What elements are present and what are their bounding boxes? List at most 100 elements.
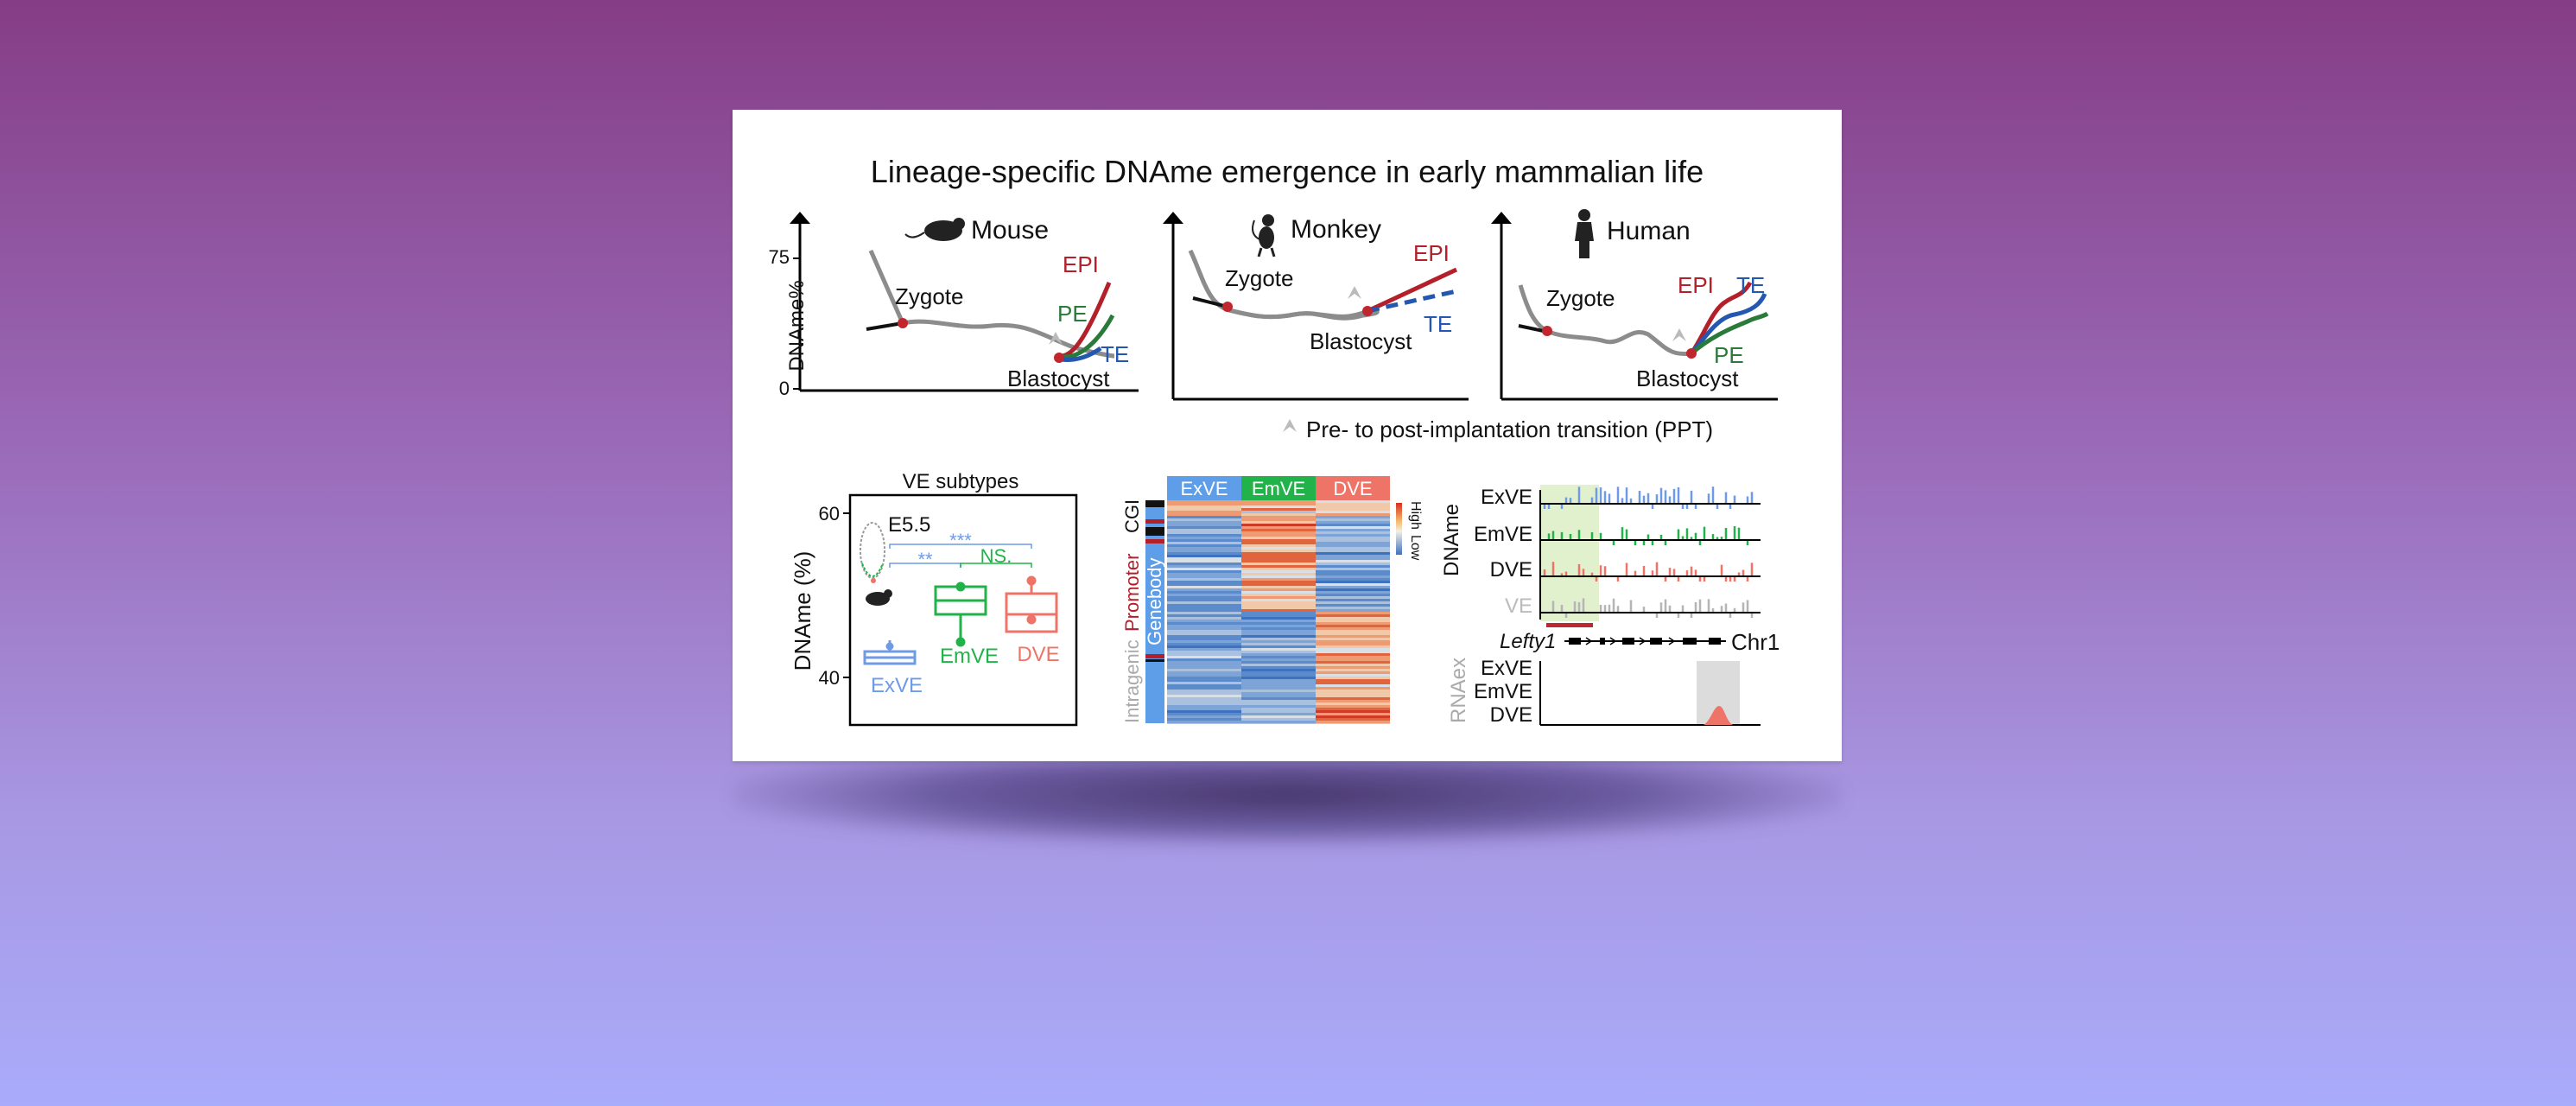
heatmap-cell bbox=[1241, 640, 1316, 644]
heatmap-cell bbox=[1241, 705, 1316, 709]
heatmap-cell bbox=[1167, 635, 1241, 639]
heatmap-cell bbox=[1316, 674, 1390, 677]
rna-row-dve: DVE bbox=[1490, 703, 1532, 727]
heatmap-cell bbox=[1316, 666, 1390, 670]
heatmap-cell bbox=[1167, 697, 1241, 701]
scale-low-label: Low bbox=[1408, 535, 1423, 561]
boxplot-ylabel: DNAme (%) bbox=[790, 551, 815, 671]
heatmap-cell bbox=[1316, 555, 1390, 558]
heatmap-cell bbox=[1316, 534, 1390, 537]
lefty1-region-bar bbox=[1546, 623, 1593, 627]
heatmap-cell bbox=[1241, 511, 1316, 514]
heatmap-row-promoter: Promoter bbox=[1121, 554, 1143, 632]
heatmap-cell bbox=[1316, 620, 1390, 623]
heatmap-cell bbox=[1167, 552, 1241, 556]
heatmap-cell bbox=[1316, 695, 1390, 698]
dve-rna-peak bbox=[1704, 706, 1733, 725]
heatmap-cell bbox=[1167, 674, 1241, 677]
heatmap-cell bbox=[1241, 607, 1316, 610]
heatmap-cell bbox=[1167, 684, 1241, 688]
heatmap-cell bbox=[1167, 594, 1241, 597]
mouse-epi-label: EPI bbox=[1063, 251, 1099, 277]
heatmap-cell bbox=[1167, 630, 1241, 633]
heatmap-cell bbox=[1167, 695, 1241, 698]
monkey-panel: Monkey Zygote Blastocyst EPI TE bbox=[1163, 212, 1469, 401]
heatmap-cell bbox=[1241, 697, 1316, 701]
heatmap-cell bbox=[1316, 625, 1390, 628]
heatmap-cell bbox=[1316, 557, 1390, 561]
box-dve bbox=[1005, 575, 1058, 633]
heatmap-cell bbox=[1241, 563, 1316, 566]
heatmap-cell bbox=[1241, 565, 1316, 569]
heatmap-col-dve: DVE bbox=[1333, 478, 1372, 499]
heatmap-cell bbox=[1241, 575, 1316, 579]
heatmap-cell bbox=[1316, 721, 1390, 724]
group-exve-label: ExVE bbox=[871, 674, 923, 697]
heatmap-cell bbox=[1167, 588, 1241, 592]
heatmap-cell bbox=[1167, 518, 1241, 522]
heatmap-cell bbox=[1167, 609, 1241, 613]
heatmap-cell bbox=[1167, 627, 1241, 631]
heatmap-cell bbox=[1167, 570, 1241, 574]
heatmap-cell bbox=[1316, 529, 1390, 532]
monkey-te-label: TE bbox=[1424, 311, 1452, 337]
heatmap-cell bbox=[1241, 570, 1316, 574]
heatmap-cell bbox=[1167, 682, 1241, 685]
heatmap-cell bbox=[1316, 617, 1390, 620]
heatmap-cell bbox=[1167, 614, 1241, 618]
species-mouse: Mouse bbox=[971, 216, 1049, 245]
heatmap-cell bbox=[1241, 591, 1316, 594]
heatmap-cell bbox=[1241, 708, 1316, 711]
heatmap-cell bbox=[1241, 651, 1316, 654]
species-human: Human bbox=[1607, 217, 1691, 245]
ppt-arrowhead-icon bbox=[1283, 419, 1297, 432]
heatmap-cell bbox=[1167, 575, 1241, 579]
human-epi-label: EPI bbox=[1678, 272, 1714, 298]
heatmap-cell bbox=[1241, 648, 1316, 652]
heatmap-cell bbox=[1316, 544, 1390, 548]
heatmap-cell bbox=[1316, 643, 1390, 646]
mouse-te-label: TE bbox=[1101, 341, 1129, 367]
ylabel-dname-pct: DNAme% bbox=[785, 280, 809, 371]
heatmap-cell bbox=[1316, 588, 1390, 592]
heatmap-cell bbox=[1241, 500, 1316, 504]
species-monkey: Monkey bbox=[1291, 215, 1381, 244]
monkey-zygote-label: Zygote bbox=[1225, 265, 1294, 291]
heatmap-cell bbox=[1316, 531, 1390, 535]
heatmap-cell bbox=[1316, 671, 1390, 675]
color-scale-bar bbox=[1396, 503, 1402, 555]
heatmap-cell bbox=[1241, 539, 1316, 543]
heatmap-cell bbox=[1167, 534, 1241, 537]
heatmap-cell bbox=[1167, 596, 1241, 600]
heatmap-cell bbox=[1167, 708, 1241, 711]
heatmap-cell bbox=[1241, 594, 1316, 597]
heatmap-cell bbox=[1167, 687, 1241, 690]
heatmap-cell bbox=[1316, 710, 1390, 714]
box-exve bbox=[863, 640, 917, 665]
heatmap-cell bbox=[1167, 625, 1241, 628]
heatmap-cell bbox=[1167, 581, 1241, 584]
heatmap-cell bbox=[1316, 508, 1390, 512]
heatmap-cell bbox=[1316, 669, 1390, 672]
gene-model bbox=[1564, 637, 1726, 645]
heatmap-cell bbox=[1167, 557, 1241, 561]
heatmap-cell bbox=[1167, 718, 1241, 721]
heatmap-cell bbox=[1241, 544, 1316, 548]
heatmap-cell bbox=[1241, 560, 1316, 563]
heatmap-cell bbox=[1167, 529, 1241, 532]
heatmap-cell bbox=[1241, 677, 1316, 680]
heatmap-cell bbox=[1316, 630, 1390, 633]
heatmap-cell bbox=[1167, 690, 1241, 693]
chromosome-label: Chr1 bbox=[1731, 629, 1780, 655]
rna-row-exve: ExVE bbox=[1481, 657, 1532, 680]
heatmap-cell bbox=[1167, 503, 1241, 506]
heatmap-cell bbox=[1241, 718, 1316, 721]
heatmap-cell bbox=[1316, 599, 1390, 602]
heatmap-cell bbox=[1167, 524, 1241, 527]
heatmap-cell bbox=[1167, 640, 1241, 644]
heatmap-matrix bbox=[1167, 500, 1390, 724]
heatmap-cell bbox=[1316, 653, 1390, 657]
mouse-blastocyst-label: Blastocyst bbox=[1007, 365, 1110, 391]
human-blastocyst-label: Blastocyst bbox=[1636, 365, 1739, 391]
heatmap-cell bbox=[1241, 700, 1316, 703]
